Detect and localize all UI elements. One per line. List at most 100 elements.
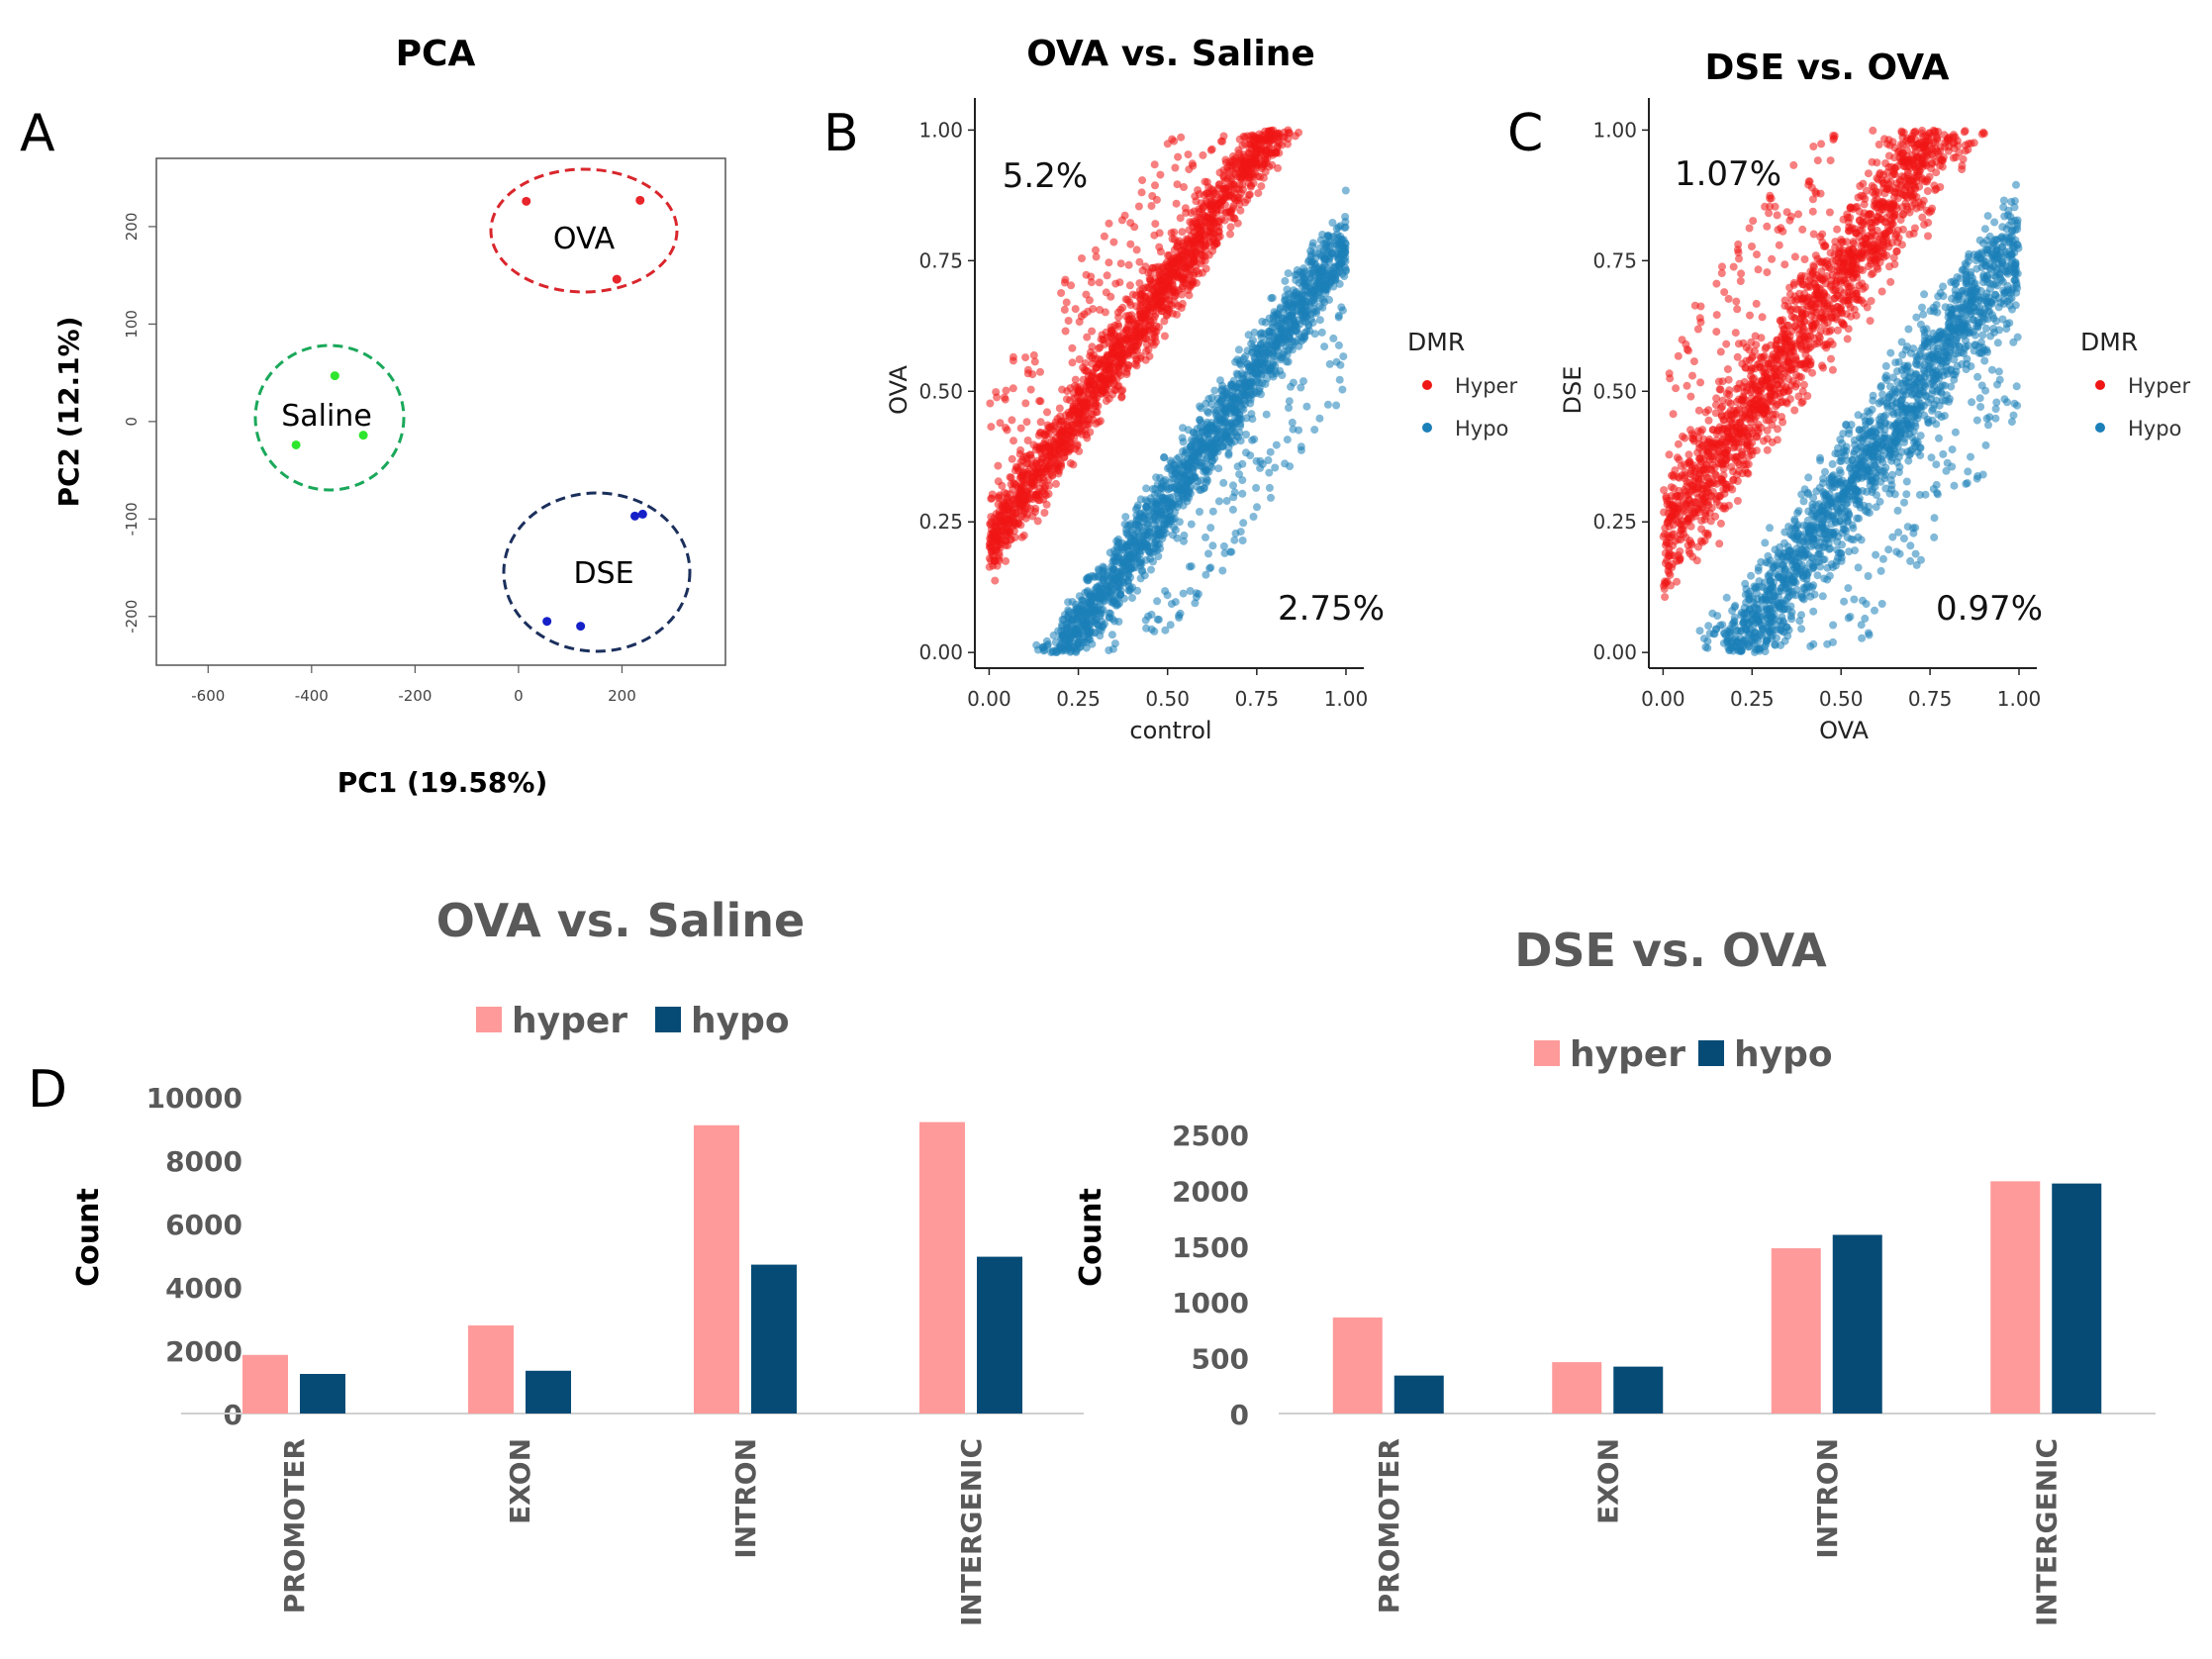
scatter-b-hyper-point xyxy=(1040,509,1049,517)
scatter-b-hyper-point xyxy=(1117,355,1126,364)
pca-x-tick-label: 200 xyxy=(608,687,636,705)
scatter-b-hyper-point xyxy=(1145,283,1154,292)
scatter-b-hypo-point xyxy=(1267,294,1276,303)
scatter-b-hyper-point xyxy=(1264,127,1273,136)
scatter-b-hyper-point xyxy=(1164,305,1173,314)
scatter-b-hypo-point xyxy=(1148,505,1156,514)
scatter-b-hypo-point xyxy=(1244,331,1253,340)
scatter-b-hypo-point xyxy=(1323,264,1332,273)
scatter-b-hyper-point xyxy=(1241,155,1250,164)
scatter-b-hyper-point xyxy=(1127,315,1136,324)
scatter-b-hyper-point xyxy=(1052,479,1060,488)
scatter-c-hypo-point xyxy=(1786,612,1795,621)
scatter-b-hyper-outlier-point xyxy=(1010,437,1017,445)
scatter-c-hypo-point xyxy=(1918,303,1926,312)
scatter-b-hyper-point xyxy=(1226,230,1234,239)
scatter-b-hypo-outlier-point xyxy=(1262,410,1271,419)
scatter-b-hypo-point xyxy=(1091,572,1100,581)
scatter-b-hypo-outlier-point xyxy=(1265,468,1274,477)
scatter-b-hypo-outlier-point xyxy=(1105,646,1113,654)
scatter-b-hyper-point xyxy=(1103,350,1111,359)
scatter-b-hyper-point xyxy=(1036,418,1045,427)
scatter-b-hypo-point xyxy=(1119,579,1128,588)
scatter-b-hyper-point xyxy=(1160,332,1169,341)
scatter-b-hypo-point xyxy=(1319,254,1328,263)
scatter-b-hypo-point xyxy=(1257,329,1266,338)
scatter-b-hypo-point xyxy=(1166,456,1175,465)
scatter-b-hypo-point xyxy=(1056,642,1065,651)
scatter-b-hypo-point xyxy=(1167,466,1176,474)
scatter-b-hypo-point xyxy=(1165,484,1174,493)
scatter-b-hyper-outlier-point xyxy=(1172,199,1181,208)
scatter-b-hypo-point xyxy=(1229,401,1238,410)
scatter-b-hypo-outlier-point xyxy=(1334,313,1343,322)
scatter-b-hypo-outlier-point xyxy=(1315,414,1324,423)
pca-y-tick-label: -200 xyxy=(123,600,141,634)
scatter-b-hyper-point xyxy=(1107,327,1116,335)
scatter-b-hyper-point xyxy=(1042,456,1051,465)
scatter-panel-b: OVA vs. Saline 0.00 0.25 0.50 0.75 1.000.000… xyxy=(885,34,1517,744)
scatter-b-hyper-point xyxy=(1123,349,1132,358)
scatter-b-hyper-point xyxy=(1098,331,1106,340)
scatter-b-hypo-outlier-point xyxy=(1285,397,1294,406)
scatter-b-hypo-point xyxy=(1189,437,1198,445)
scatter-b-hyper-point xyxy=(1190,228,1199,237)
scatter-b-hyper-point xyxy=(1257,164,1266,173)
scatter-b-hypo-point xyxy=(1295,278,1303,287)
pca-group-label-ova: OVA xyxy=(553,222,616,256)
scatter-b-hyper-point xyxy=(1008,454,1016,463)
scatter-b-hyper-outlier-point xyxy=(1084,307,1093,316)
scatter-b-hyper-outlier-point xyxy=(1064,317,1073,325)
scatter-b-hypo-point xyxy=(1211,438,1220,446)
scatter-b-hypo-outlier-point xyxy=(1332,357,1341,366)
scatter-c-hypo-point xyxy=(1857,435,1866,443)
panel-label-a: A xyxy=(20,104,55,163)
scatter-b-hypo-outlier-point xyxy=(1338,385,1347,394)
scatter-b-hypo-point xyxy=(1315,288,1324,297)
scatter-b-hyper-point xyxy=(1031,504,1040,513)
scatter-b-hypo-outlier-point xyxy=(1258,459,1267,468)
pca-point-ova xyxy=(522,196,531,206)
scatter-b-hypo-point xyxy=(1268,346,1277,355)
scatter-b-hyper-point xyxy=(995,540,1004,549)
scatter-b-x-tick-label: 0.50 xyxy=(1145,687,1190,711)
scatter-b-hyper-point xyxy=(1088,359,1097,368)
scatter-b-hypo-point xyxy=(1202,407,1211,416)
scatter-b-hypo-point xyxy=(1263,374,1272,383)
scatter-b-hyper-point xyxy=(1113,340,1122,348)
scatter-b-hypo-point xyxy=(1265,328,1274,336)
scatter-b-hypo-point xyxy=(1107,569,1116,578)
scatter-b-hypo-point xyxy=(1073,619,1082,628)
scatter-b-hypo-point xyxy=(1123,522,1132,531)
scatter-b-hyper-point xyxy=(1285,128,1294,137)
scatter-b-hypo-point xyxy=(1291,319,1299,328)
scatter-b-hyper-outlier-point xyxy=(1177,133,1186,142)
scatter-b-hypo-point xyxy=(1299,264,1308,273)
scatter-b-hypo-point xyxy=(1183,497,1192,506)
scatter-b-hypo-outlier-point xyxy=(1166,621,1175,630)
scatter-b-hypo-point xyxy=(1049,631,1058,639)
scatter-b-hypo-point xyxy=(1288,341,1297,349)
scatter-c-hypo-point xyxy=(2002,325,2011,334)
scatter-b-hyper-point xyxy=(1214,201,1222,210)
scatter-b-hyper-outlier-point xyxy=(1095,278,1104,287)
scatter-b-hypo-outlier-point xyxy=(1249,513,1258,521)
scatter-b-hyper-point xyxy=(1037,469,1046,478)
scatter-b-hyper-point xyxy=(1244,191,1253,200)
scatter-b-hypo-outlier-point xyxy=(1206,563,1215,572)
scatter-b-hypo-point xyxy=(1293,270,1301,279)
scatter-b-hyper-point xyxy=(1202,264,1210,273)
scatter-b-hypo-point xyxy=(1272,369,1281,378)
scatter-b-hypo-point xyxy=(1189,464,1198,473)
pca-point-dse xyxy=(576,622,586,632)
scatter-b-hyper-point xyxy=(1074,397,1083,406)
scatter-b-hypo-point xyxy=(1283,316,1292,325)
scatter-b-hyper-point xyxy=(1234,146,1243,154)
pca-group-label-saline: Saline xyxy=(281,399,372,434)
scatter-b-hyper-point xyxy=(1098,389,1106,398)
scatter-b-hyper-point xyxy=(1039,439,1048,448)
scatter-b-hypo-point xyxy=(1136,574,1145,583)
scatter-b-hypo-outlier-point xyxy=(1206,524,1215,533)
scatter-b-hypo-point xyxy=(1202,399,1210,408)
